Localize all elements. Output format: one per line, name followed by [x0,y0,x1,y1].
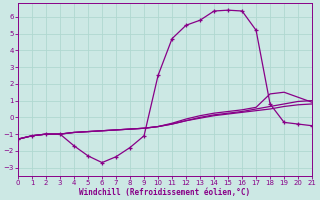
X-axis label: Windchill (Refroidissement éolien,°C): Windchill (Refroidissement éolien,°C) [79,188,251,197]
